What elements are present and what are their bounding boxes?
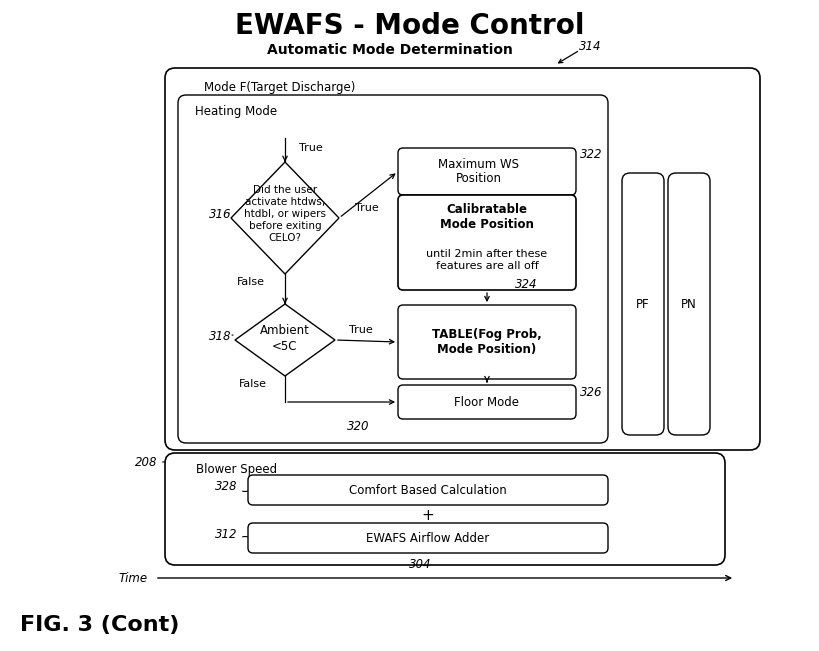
Text: Automatic Mode Determination: Automatic Mode Determination (267, 43, 513, 57)
Text: FIG. 3 (Cont): FIG. 3 (Cont) (20, 615, 179, 635)
Text: Blower Speed: Blower Speed (197, 463, 277, 476)
FancyBboxPatch shape (247, 475, 607, 505)
Text: 324: 324 (514, 277, 536, 290)
Text: before exiting: before exiting (248, 221, 321, 231)
Text: 304: 304 (408, 557, 431, 570)
FancyBboxPatch shape (397, 195, 575, 290)
Text: Time: Time (119, 572, 147, 585)
Text: EWAFS - Mode Control: EWAFS - Mode Control (235, 12, 584, 40)
Text: Ambient: Ambient (260, 324, 310, 337)
Text: Heating Mode: Heating Mode (195, 105, 277, 118)
Text: 316: 316 (209, 208, 231, 221)
FancyBboxPatch shape (622, 173, 663, 435)
Text: 314: 314 (578, 40, 600, 53)
Text: activate htdws,: activate htdws, (245, 197, 324, 207)
Text: EWAFS Airflow Adder: EWAFS Airflow Adder (366, 531, 489, 544)
Text: Floor Mode: Floor Mode (454, 396, 519, 408)
Text: htdbl, or wipers: htdbl, or wipers (244, 209, 326, 219)
Text: 326: 326 (579, 387, 602, 400)
FancyBboxPatch shape (178, 95, 607, 443)
Polygon shape (235, 304, 335, 376)
FancyBboxPatch shape (397, 305, 575, 379)
FancyBboxPatch shape (165, 453, 724, 565)
Text: PN: PN (681, 298, 696, 311)
Text: Calibratable
Mode Position: Calibratable Mode Position (440, 203, 533, 231)
Text: Comfort Based Calculation: Comfort Based Calculation (349, 484, 506, 497)
Text: 328: 328 (215, 480, 237, 493)
Text: 318: 318 (209, 329, 231, 342)
Text: <5C: <5C (272, 340, 297, 353)
FancyBboxPatch shape (667, 173, 709, 435)
FancyBboxPatch shape (397, 148, 575, 195)
Text: +: + (421, 508, 434, 523)
Text: 208: 208 (134, 456, 156, 469)
Text: False: False (237, 277, 265, 287)
FancyBboxPatch shape (397, 385, 575, 419)
Text: False: False (238, 379, 267, 389)
Text: Maximum WS
Position: Maximum WS Position (438, 158, 519, 186)
FancyBboxPatch shape (165, 68, 759, 450)
Text: Did the user: Did the user (252, 185, 317, 195)
Polygon shape (231, 162, 338, 274)
Text: True: True (349, 325, 373, 335)
Text: 322: 322 (579, 148, 602, 161)
FancyBboxPatch shape (247, 523, 607, 553)
Text: 320: 320 (346, 421, 369, 434)
Text: TABLE(Fog Prob,
Mode Position): TABLE(Fog Prob, Mode Position) (432, 328, 541, 356)
Text: until 2min after these
features are all off: until 2min after these features are all … (426, 249, 547, 271)
Text: PF: PF (636, 298, 649, 311)
Text: Mode F(Target Discharge): Mode F(Target Discharge) (204, 81, 355, 94)
Text: 312: 312 (215, 527, 237, 540)
Text: True: True (299, 143, 323, 153)
Text: True: True (355, 203, 378, 213)
Text: CELO?: CELO? (268, 233, 301, 243)
